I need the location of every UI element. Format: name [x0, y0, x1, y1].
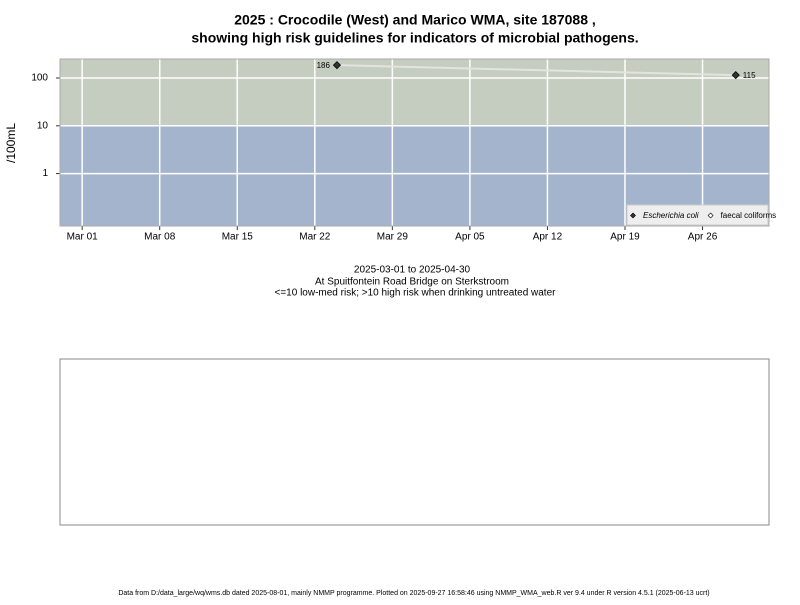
subtitle: <=10 low-med risk; >10 high risk when dr…: [275, 288, 557, 299]
empty-panel: [59, 358, 770, 526]
series-line: [336, 64, 736, 77]
legend-marker: [707, 212, 714, 219]
y-tick-label: 10: [37, 120, 49, 131]
x-tick-label: Apr 12: [533, 232, 563, 243]
y-axis-label: /100mL: [4, 123, 18, 163]
data-label: 186: [317, 61, 331, 70]
x-tick-label: Mar 01: [67, 232, 99, 243]
plot-area: [60, 59, 769, 226]
x-tick-label: Apr 19: [610, 232, 640, 243]
data-point: [731, 71, 740, 80]
data-point: [332, 61, 342, 70]
x-tick-label: Mar 22: [299, 232, 331, 243]
chart-title: showing high risk guidelines for indicat…: [191, 30, 638, 46]
x-tick-label: Mar 29: [377, 232, 409, 243]
legend-label: Escherichia coli: [643, 211, 699, 220]
footer: Data from D:/data_large/wq/wms.db dated …: [118, 590, 709, 597]
subtitle: At Spuitfontein Road Bridge on Sterkstro…: [315, 277, 509, 288]
x-tick-label: Mar 08: [144, 232, 176, 243]
legend-label: faecal coliforms: [721, 211, 777, 220]
legend-box: [626, 204, 769, 226]
x-tick-label: Apr 05: [455, 232, 485, 243]
chart-title: 2025 : Crocodile (West) and Marico WMA, …: [234, 12, 596, 28]
legend-marker: [630, 212, 636, 219]
subtitle: 2025-03-01 to 2025-04-30: [354, 265, 471, 276]
data-label: 115: [743, 71, 756, 80]
plot-frame: [59, 58, 770, 227]
high-risk-band: [60, 59, 769, 126]
x-tick-label: Mar 15: [222, 232, 254, 243]
y-tick-label: 1: [42, 168, 48, 179]
x-tick-label: Apr 26: [688, 232, 718, 243]
y-tick-label: 100: [31, 73, 48, 84]
